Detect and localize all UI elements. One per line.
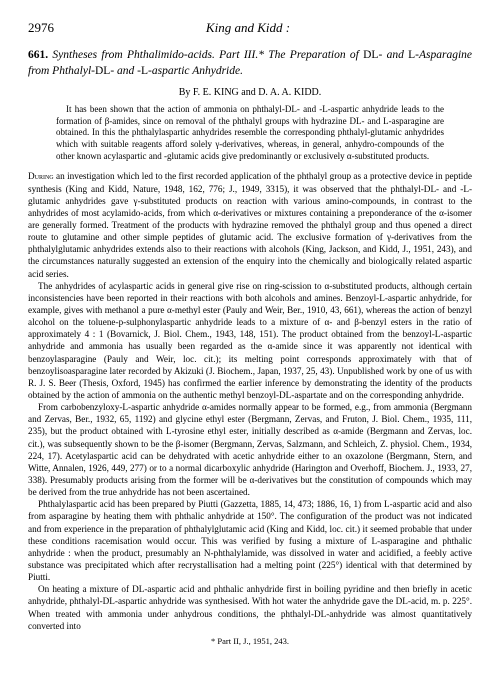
title-text-4: - and - [110, 65, 141, 77]
body-p4: Phthalylaspartic acid has been prepared … [28, 498, 472, 583]
body-p3: From carbobenzyloxy-L-aspartic anhydride… [28, 401, 472, 498]
page-number: 2976 [28, 20, 54, 36]
title-l2: L [141, 65, 148, 77]
article-title: 661. Syntheses from Phthalimido-acids. P… [28, 48, 472, 79]
abstract-p1: It has been shown that the action of amm… [56, 104, 444, 162]
footnote: * Part II, J., 1951, 243. [28, 636, 472, 646]
title-text-1: Syntheses from Phthalimido-acids. Part I… [52, 49, 363, 61]
running-head: King and Kidd : [54, 20, 442, 36]
page-container: 2976 King and Kidd : 661. Syntheses from… [0, 0, 500, 666]
title-dl2: DL [95, 65, 110, 77]
body-text: During an investigation which led to the… [28, 170, 472, 631]
title-text-2: - and [378, 49, 408, 61]
article-number: 661. [28, 49, 48, 61]
body-p1-lead: During [28, 171, 54, 181]
body-p2: The anhydrides of acylaspartic acids in … [28, 280, 472, 401]
title-dl1: DL [363, 49, 378, 61]
body-p1-rest: an investigation which led to the first … [28, 171, 472, 278]
byline: By F. E. KING and D. A. A. KIDD. [28, 87, 472, 98]
title-text-5: -aspartic Anhydride. [148, 65, 243, 77]
abstract: It has been shown that the action of amm… [56, 104, 444, 162]
body-p5: On heating a mixture of DL-aspartic acid… [28, 583, 472, 632]
page-header: 2976 King and Kidd : [28, 20, 472, 36]
body-p1: During an investigation which led to the… [28, 170, 472, 279]
